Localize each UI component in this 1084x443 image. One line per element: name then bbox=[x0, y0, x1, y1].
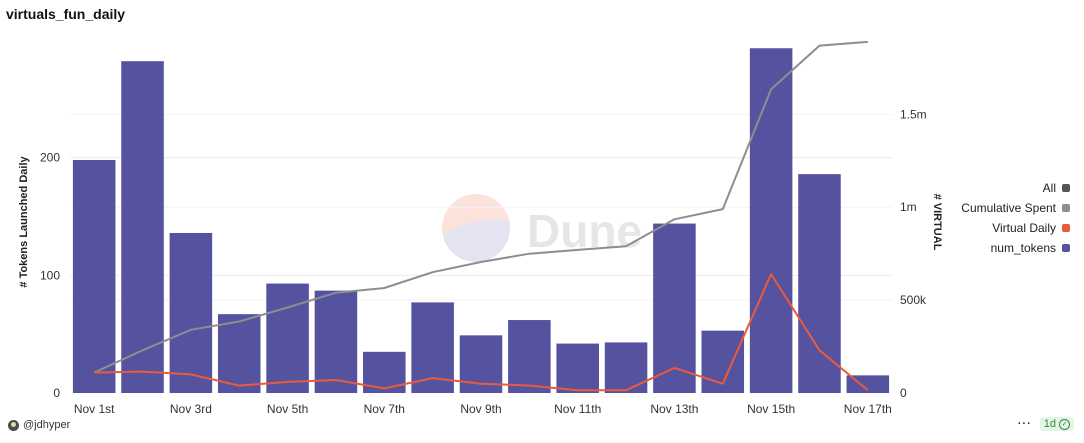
dune-watermark: Dune bbox=[442, 194, 642, 262]
left-axis-label: # Tokens Launched Daily bbox=[18, 156, 30, 288]
watermark-logo-lower-icon bbox=[443, 219, 510, 262]
author-handle: @jdhyper bbox=[23, 419, 71, 431]
watermark-text: Dune bbox=[527, 205, 642, 257]
bar-6 bbox=[314, 290, 358, 393]
legend-label: All bbox=[1042, 181, 1056, 195]
x-tick-label: Nov 11th bbox=[554, 402, 601, 416]
more-options-icon[interactable]: ··· bbox=[1017, 418, 1032, 430]
x-tick-label: Nov 17th bbox=[844, 402, 892, 416]
bar-12 bbox=[604, 342, 648, 393]
right-tick-label-1500000: 1.5m bbox=[900, 107, 927, 121]
legend-item-virtual-daily[interactable]: Virtual Daily bbox=[880, 218, 1070, 238]
check-circle-icon: ✓ bbox=[1059, 418, 1070, 430]
legend-label: Virtual Daily bbox=[992, 221, 1056, 235]
x-tick-label: Nov 15th bbox=[747, 402, 795, 416]
avatar bbox=[8, 419, 19, 431]
legend-swatch-icon bbox=[1062, 224, 1070, 232]
x-tick-label: Nov 1st bbox=[74, 402, 115, 416]
line-series bbox=[93, 40, 869, 392]
right-tick-label-0: 0 bbox=[900, 386, 907, 400]
right-tick-label-500000: 500k bbox=[900, 293, 927, 307]
refresh-interval-badge[interactable]: 1d ✓ bbox=[1039, 417, 1074, 431]
bar-5 bbox=[266, 283, 309, 393]
bar-17 bbox=[846, 375, 890, 393]
bar-3 bbox=[169, 232, 213, 393]
x-tick-label: Nov 9th bbox=[460, 402, 501, 416]
legend-label: Cumulative Spent bbox=[961, 201, 1056, 215]
left-tick-label-0: 0 bbox=[53, 386, 60, 400]
bar-15 bbox=[749, 48, 793, 394]
author-credit[interactable]: @jdhyper bbox=[8, 419, 70, 431]
legend-item-all[interactable]: All bbox=[880, 178, 1070, 198]
x-tick-label: Nov 7th bbox=[364, 402, 405, 416]
right-axis-label: # VIRTUAL bbox=[931, 194, 943, 251]
left-tick-label-200: 200 bbox=[40, 151, 60, 165]
legend-item-cumulative-spent[interactable]: Cumulative Spent bbox=[880, 198, 1070, 218]
bar-1 bbox=[72, 160, 116, 393]
legend-swatch-icon bbox=[1062, 244, 1070, 252]
left-tick-label-100: 100 bbox=[40, 268, 60, 282]
bar-4 bbox=[217, 314, 261, 393]
x-tick-label: Nov 3rd bbox=[170, 402, 212, 416]
chart-title: virtuals_fun_daily bbox=[6, 6, 126, 22]
bar-10 bbox=[508, 320, 551, 393]
right-tick-label-1000000: 1m bbox=[900, 200, 917, 214]
legend-swatch-icon bbox=[1062, 204, 1070, 212]
legend-label: num_tokens bbox=[990, 241, 1056, 255]
line-virtual-daily bbox=[94, 273, 869, 392]
bar-16 bbox=[798, 174, 841, 393]
left-axis: 0 100 200 bbox=[40, 151, 60, 400]
bar-11 bbox=[556, 343, 599, 393]
x-tick-label: Nov 5th bbox=[267, 402, 308, 416]
bar-2 bbox=[121, 61, 164, 394]
bar-13 bbox=[653, 223, 696, 393]
footer-controls: ··· 1d ✓ bbox=[1018, 417, 1074, 431]
line-cumulative-spent bbox=[93, 40, 868, 374]
x-tick-label: Nov 13th bbox=[650, 402, 698, 416]
legend: All Cumulative Spent Virtual Daily num_toke… bbox=[880, 178, 1070, 258]
right-axis: 0 500k 1m 1.5m bbox=[900, 107, 927, 400]
legend-swatch-icon bbox=[1062, 184, 1070, 192]
legend-item-num_tokens[interactable]: num_tokens bbox=[880, 238, 1070, 258]
interval-label: 1d bbox=[1043, 418, 1056, 430]
x-axis: Nov 1st Nov 3rd Nov 5th Nov 7th Nov 9th Nov 1… bbox=[74, 402, 892, 416]
